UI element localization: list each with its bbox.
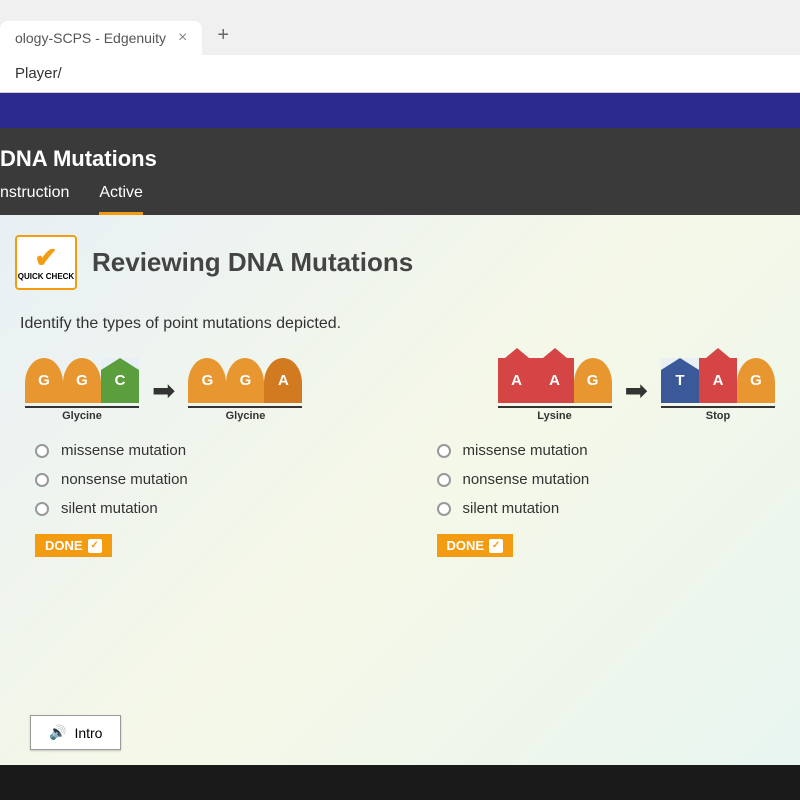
lesson-header: DNA Mutations nstruction Active: [0, 128, 800, 215]
option-row[interactable]: nonsense mutation: [437, 471, 766, 488]
left-codon-group: GGC Glycine ➡ GGA Glycine: [25, 358, 302, 422]
left-options: missense mutation nonsense mutation silent…: [35, 442, 364, 557]
option-label: nonsense mutation: [463, 471, 590, 488]
tab-title: ology-SCPS - Edgenuity: [15, 30, 166, 46]
arrow-icon: ➡: [625, 374, 648, 407]
option-label: nonsense mutation: [61, 471, 188, 488]
radio-button[interactable]: [437, 444, 451, 458]
option-row[interactable]: missense mutation: [35, 442, 364, 459]
codon-label: Stop: [661, 406, 775, 422]
speaker-icon: 🔊: [49, 724, 66, 741]
done-button[interactable]: DONE ✓: [437, 534, 514, 557]
tab-active[interactable]: Active: [99, 184, 143, 215]
codon-label: Glycine: [25, 406, 139, 422]
lesson-title: DNA Mutations: [0, 146, 780, 172]
codon-block: G: [25, 358, 63, 403]
codon-block: A: [498, 358, 536, 403]
checkmark-icon: ✔: [34, 244, 57, 272]
section-header: ✔ QUICK CHECK Reviewing DNA Mutations: [15, 235, 785, 290]
codon-block: G: [188, 358, 226, 403]
url-bar[interactable]: Player/: [0, 55, 800, 93]
right-codon-group: AAG Lysine ➡ TAG Stop: [498, 358, 775, 422]
question-text: Identify the types of point mutations de…: [15, 315, 785, 333]
check-icon: ✓: [88, 539, 102, 553]
codons-row: GGC Glycine ➡ GGA Glycine AAG Lysine ➡ T…: [15, 358, 785, 422]
option-label: silent mutation: [61, 500, 158, 517]
app-banner: [0, 93, 800, 128]
codon-block: G: [63, 358, 101, 403]
right-options: missense mutation nonsense mutation silent…: [437, 442, 766, 557]
codon-label: Lysine: [498, 406, 612, 422]
codon-label: Glycine: [188, 406, 302, 422]
option-label: silent mutation: [463, 500, 560, 517]
radio-button[interactable]: [35, 502, 49, 516]
option-row[interactable]: nonsense mutation: [35, 471, 364, 488]
codon-block: G: [737, 358, 775, 403]
codon-block: G: [226, 358, 264, 403]
radio-button[interactable]: [437, 502, 451, 516]
section-title: Reviewing DNA Mutations: [92, 247, 413, 278]
codon-block: T: [661, 358, 699, 403]
lesson-tabs: nstruction Active: [0, 184, 780, 215]
option-label: missense mutation: [463, 442, 588, 459]
option-row[interactable]: silent mutation: [437, 500, 766, 517]
option-row[interactable]: missense mutation: [437, 442, 766, 459]
browser-tab-bar: ology-SCPS - Edgenuity × +: [0, 0, 800, 55]
codon-block: A: [536, 358, 574, 403]
tab-instruction[interactable]: nstruction: [0, 184, 69, 215]
codon-block: C: [101, 358, 139, 403]
new-tab-button[interactable]: +: [202, 16, 244, 55]
arrow-icon: ➡: [152, 374, 175, 407]
quick-check-badge: ✔ QUICK CHECK: [15, 235, 77, 290]
radio-button[interactable]: [437, 473, 451, 487]
codon-block: A: [264, 358, 302, 403]
codon-block: A: [699, 358, 737, 403]
radio-button[interactable]: [35, 473, 49, 487]
check-icon: ✓: [489, 539, 503, 553]
done-button[interactable]: DONE ✓: [35, 534, 112, 557]
browser-tab[interactable]: ology-SCPS - Edgenuity ×: [0, 21, 202, 55]
codon-block: G: [574, 358, 612, 403]
badge-label: QUICK CHECK: [18, 272, 74, 281]
intro-button[interactable]: 🔊 Intro: [30, 715, 121, 750]
radio-button[interactable]: [35, 444, 49, 458]
url-text: Player/: [15, 65, 62, 82]
content-area: ✔ QUICK CHECK Reviewing DNA Mutations Id…: [0, 215, 800, 765]
options-row: missense mutation nonsense mutation silent…: [15, 442, 785, 557]
option-row[interactable]: silent mutation: [35, 500, 364, 517]
close-tab-icon[interactable]: ×: [178, 29, 187, 47]
option-label: missense mutation: [61, 442, 186, 459]
